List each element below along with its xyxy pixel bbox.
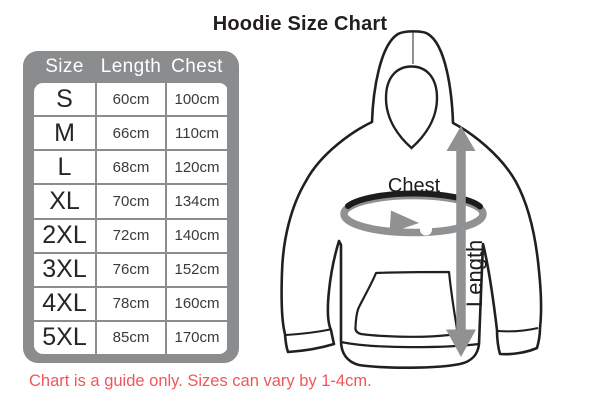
chest-arrowhead-icon xyxy=(389,210,419,233)
table-cell: 110cm xyxy=(167,117,227,150)
column-header-size: Size xyxy=(45,56,84,77)
chest-arrow xyxy=(340,190,487,237)
table-cell: 140cm xyxy=(167,219,227,252)
table-cell: 76cm xyxy=(97,253,165,286)
table-cell: 66cm xyxy=(97,117,165,150)
table-cell: 60cm xyxy=(97,83,165,116)
hoodie-outline xyxy=(280,30,543,370)
length-label: Length xyxy=(462,240,487,307)
column-header-length: Length xyxy=(100,56,162,77)
table-cell: 72cm xyxy=(97,219,165,252)
left-cuff-seam-line xyxy=(285,328,331,336)
disclaimer-note: Chart is a guide only. Sizes can vary by… xyxy=(29,372,372,390)
table-cell: 152cm xyxy=(167,253,227,286)
kangaroo-pocket xyxy=(354,270,459,338)
column-header-chest: Chest xyxy=(171,56,223,77)
table-cell: M xyxy=(34,117,95,150)
chest-label: Chest xyxy=(388,175,441,197)
hood-opening xyxy=(384,65,439,150)
table-cell: 3XL xyxy=(34,253,95,286)
table-cell: 70cm xyxy=(97,185,165,218)
table-cell: 120cm xyxy=(167,151,227,184)
table-cell: XL xyxy=(34,185,95,218)
table-cell: 5XL xyxy=(34,321,95,354)
table-cell: 160cm xyxy=(167,287,227,320)
table-cell: 4XL xyxy=(34,287,95,320)
table-cell: S xyxy=(34,83,95,116)
table-cell: 85cm xyxy=(97,321,165,354)
table-cell: L xyxy=(34,151,95,184)
table-header-row: Size Length Chest xyxy=(34,51,228,83)
table-body: S 60cm 100cm M 66cm 110cm L 68cm 120cm X… xyxy=(34,83,228,354)
page-title: Hoodie Size Chart xyxy=(212,13,388,35)
table-cell: 134cm xyxy=(167,185,227,218)
length-arrow xyxy=(446,126,476,357)
chest-arrow-gap xyxy=(420,223,432,236)
chest-arrow-top-arc xyxy=(345,190,483,210)
table-cell: 2XL xyxy=(34,219,95,252)
table-cell: 100cm xyxy=(167,83,227,116)
length-arrowhead-up-icon xyxy=(446,126,476,151)
table-cell: 170cm xyxy=(167,321,227,354)
size-table: Size Length Chest S 60cm 100cm M 66cm 11… xyxy=(23,51,239,363)
right-cuff-seam-line xyxy=(497,327,539,333)
length-arrowhead-down-icon xyxy=(446,329,476,357)
table-cell: 68cm xyxy=(97,151,165,184)
table-cell: 78cm xyxy=(97,287,165,320)
